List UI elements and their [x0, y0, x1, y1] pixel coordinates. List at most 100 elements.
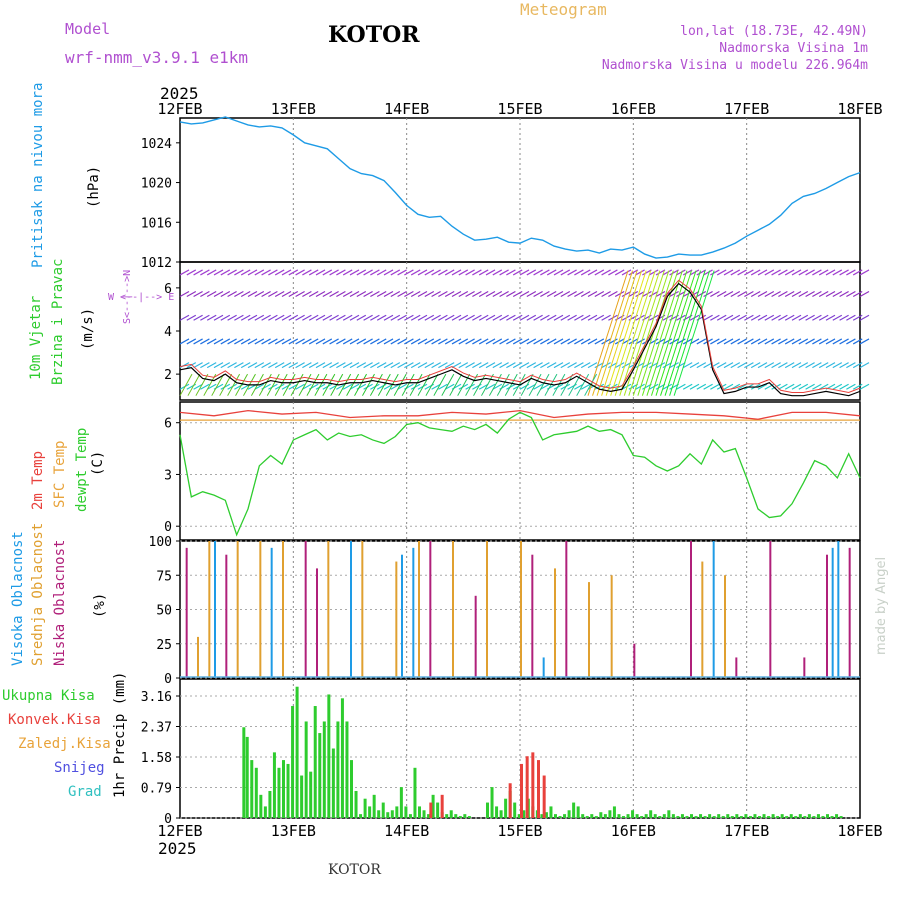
precip-bar-total: [585, 816, 589, 818]
precip-bar-total: [603, 814, 607, 818]
wind-barb: [669, 269, 679, 276]
wind-barb: [240, 338, 251, 345]
precip-bar-total: [671, 814, 675, 818]
wind-barb: [682, 362, 693, 369]
wind-barb: [676, 362, 686, 369]
precip-bar-total: [635, 814, 639, 818]
wind-barb: [540, 290, 550, 298]
wind-barb: [757, 269, 768, 276]
wind-barb: [723, 314, 734, 321]
wind-barb: [812, 269, 822, 276]
wind-barb: [798, 314, 809, 321]
wind-barb: [832, 338, 843, 345]
wind-barb: [852, 269, 863, 276]
precip-bar-total: [567, 810, 571, 818]
wind-barb: [669, 290, 679, 298]
wind-barb: [234, 269, 244, 276]
wind-barb: [240, 362, 251, 369]
wind-barb: [635, 383, 645, 390]
wind-barb-low: [266, 373, 280, 396]
precip-bar-total: [340, 698, 344, 818]
wind-barb: [744, 314, 754, 321]
precip-bar-total: [680, 814, 684, 818]
wind-barb: [567, 269, 577, 276]
cloud-bar: [395, 561, 398, 678]
y-tick-label: 75: [156, 569, 172, 584]
x-tick-label-bottom: 14FEB: [384, 822, 429, 840]
wind-barb: [859, 269, 870, 276]
wind-barb: [288, 269, 299, 276]
precip-bar-total: [295, 686, 299, 818]
precip-legend-item: Zaledj.Kisa: [18, 736, 111, 752]
wind-barb: [234, 314, 244, 321]
wind-barb-strong: [641, 270, 683, 396]
x-tick-label-top: 15FEB: [497, 100, 542, 118]
wind-barb: [682, 383, 693, 390]
cloud-bar: [520, 541, 522, 678]
precip-bar-total: [753, 814, 757, 818]
wind-barb: [757, 290, 768, 298]
wind-barb: [302, 362, 312, 369]
wind-barb: [832, 314, 843, 321]
wind-barb: [220, 269, 231, 276]
wind-barb: [472, 362, 482, 369]
y-tick-label: 3.16: [141, 690, 172, 705]
y-tick-label: 1.58: [141, 751, 172, 766]
wind-barb-strong: [619, 270, 661, 396]
cloud-bar: [848, 547, 851, 678]
wind-barb: [376, 314, 387, 321]
wind-barb: [546, 314, 557, 321]
cloud-bar: [826, 554, 828, 678]
cloud-bar: [712, 541, 715, 678]
precip-bar-total: [631, 810, 635, 818]
wind-barb: [655, 269, 666, 276]
wind-barb: [703, 314, 713, 321]
wind-barb: [240, 290, 251, 298]
y-tick-label: 4: [164, 325, 172, 340]
wind-barb: [200, 269, 210, 276]
wind-barb: [825, 290, 836, 298]
cloud-bar: [633, 643, 636, 678]
wind-barb: [723, 269, 734, 276]
wind-barb: [540, 269, 550, 276]
wind-barb: [240, 314, 251, 321]
wind-barb: [485, 338, 496, 345]
precip-bar-total: [245, 736, 249, 818]
wind-barb: [458, 383, 469, 390]
wind-barb: [315, 290, 326, 298]
wind-barb: [336, 338, 346, 345]
wind-barb: [744, 362, 754, 369]
cloud-bar: [565, 541, 568, 678]
precip-bar-total: [667, 810, 671, 818]
wind-barb: [438, 362, 448, 369]
precip-bar-total: [363, 798, 367, 818]
wind-barb: [431, 269, 441, 276]
wind-barb: [485, 290, 496, 298]
wind-barb: [478, 269, 489, 276]
wind-barb: [648, 290, 659, 298]
wind-barb: [526, 269, 537, 276]
precip-bar-total: [703, 816, 707, 818]
wind-barb: [492, 362, 503, 369]
cloud-bar: [542, 657, 545, 678]
wind-barb: [234, 290, 244, 298]
wind-barb: [512, 290, 523, 298]
wind-barb-low: [346, 373, 360, 396]
cloud-bar: [474, 595, 477, 678]
precip-bar-conv: [525, 756, 529, 818]
wind-barb: [444, 314, 455, 321]
precip-bar-total: [816, 814, 820, 818]
x-tick-label-bottom: 17FEB: [724, 822, 769, 840]
wind-barb: [703, 269, 713, 276]
model-label: Model: [65, 20, 111, 38]
wind-barb: [213, 362, 224, 369]
precip-bar-total: [359, 814, 363, 818]
wind-barb: [492, 314, 503, 321]
wind-barb: [404, 362, 414, 369]
wind-barb-low: [496, 373, 510, 396]
wind-barb: [798, 383, 809, 390]
wind-barb: [410, 362, 421, 369]
wind-barb: [859, 290, 870, 298]
wind-barb: [206, 269, 217, 276]
